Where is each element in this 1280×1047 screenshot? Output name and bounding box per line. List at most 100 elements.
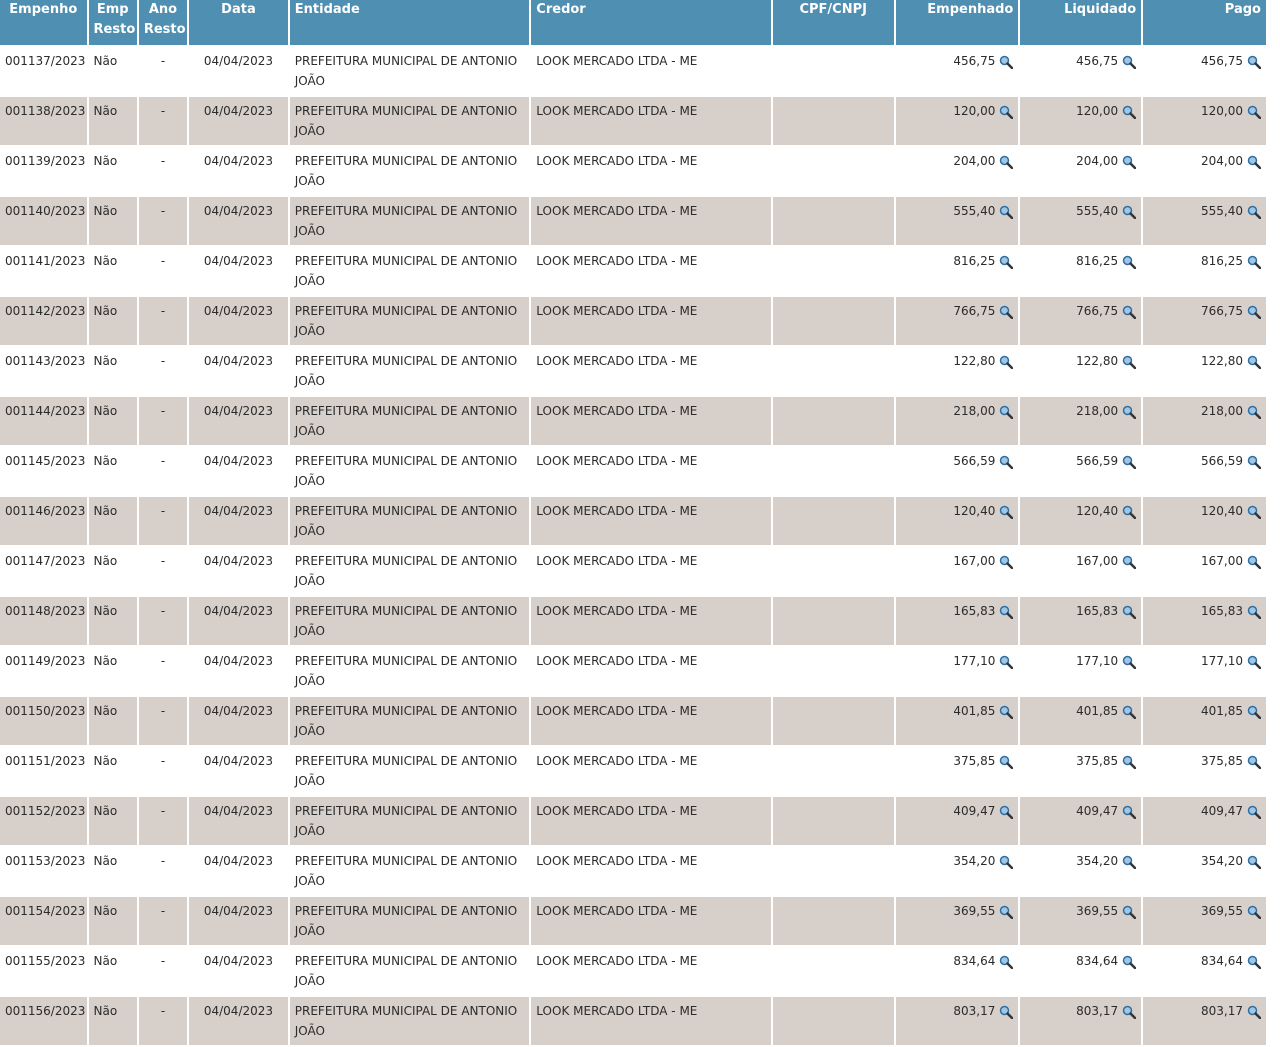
header-credor[interactable]: Credor bbox=[531, 0, 771, 47]
magnifier-icon[interactable] bbox=[1122, 905, 1137, 920]
header-empenho[interactable]: Empenho bbox=[0, 0, 87, 47]
table-row[interactable]: 001145/2023 Não - 04/04/2023 PREFEITURA … bbox=[0, 447, 1266, 497]
table-row[interactable]: 001149/2023 Não - 04/04/2023 PREFEITURA … bbox=[0, 647, 1266, 697]
cell-ano-resto: - bbox=[138, 497, 188, 547]
magnifier-icon[interactable] bbox=[1122, 455, 1137, 470]
magnifier-icon[interactable] bbox=[1122, 655, 1137, 670]
table-row[interactable]: 001139/2023 Não - 04/04/2023 PREFEITURA … bbox=[0, 147, 1266, 197]
magnifier-icon[interactable] bbox=[1247, 355, 1262, 370]
magnifier-icon[interactable] bbox=[999, 755, 1014, 770]
magnifier-icon[interactable] bbox=[999, 305, 1014, 320]
table-row[interactable]: 001153/2023 Não - 04/04/2023 PREFEITURA … bbox=[0, 847, 1266, 897]
magnifier-icon[interactable] bbox=[1122, 305, 1137, 320]
magnifier-icon[interactable] bbox=[1122, 755, 1137, 770]
header-entidade[interactable]: Entidade bbox=[289, 0, 530, 47]
magnifier-icon[interactable] bbox=[1247, 455, 1262, 470]
magnifier-icon[interactable] bbox=[1122, 205, 1137, 220]
magnifier-icon[interactable] bbox=[999, 905, 1014, 920]
magnifier-icon[interactable] bbox=[1247, 1005, 1262, 1020]
table-row[interactable]: 001152/2023 Não - 04/04/2023 PREFEITURA … bbox=[0, 797, 1266, 847]
magnifier-icon[interactable] bbox=[1247, 755, 1262, 770]
magnifier-icon[interactable] bbox=[1247, 255, 1262, 270]
magnifier-icon[interactable] bbox=[1122, 505, 1137, 520]
cell-empenhado: 167,00 bbox=[895, 547, 1019, 597]
magnifier-icon[interactable] bbox=[1122, 955, 1137, 970]
magnifier-icon[interactable] bbox=[1122, 355, 1137, 370]
magnifier-icon[interactable] bbox=[999, 205, 1014, 220]
cell-emp-resto: Não bbox=[88, 197, 137, 247]
magnifier-icon[interactable] bbox=[1247, 205, 1262, 220]
table-row[interactable]: 001144/2023 Não - 04/04/2023 PREFEITURA … bbox=[0, 397, 1266, 447]
header-pago[interactable]: Pago bbox=[1143, 0, 1266, 47]
magnifier-icon[interactable] bbox=[999, 855, 1014, 870]
magnifier-icon[interactable] bbox=[1122, 1005, 1137, 1020]
magnifier-icon[interactable] bbox=[999, 405, 1014, 420]
magnifier-icon[interactable] bbox=[999, 705, 1014, 720]
magnifier-icon[interactable] bbox=[1247, 955, 1262, 970]
magnifier-icon[interactable] bbox=[1247, 505, 1262, 520]
value-empenhado: 834,64 bbox=[953, 954, 996, 968]
table-row[interactable]: 001151/2023 Não - 04/04/2023 PREFEITURA … bbox=[0, 747, 1266, 797]
magnifier-icon[interactable] bbox=[999, 505, 1014, 520]
magnifier-icon[interactable] bbox=[999, 655, 1014, 670]
header-empenhado[interactable]: Empenhado bbox=[895, 0, 1019, 47]
header-liquidado[interactable]: Liquidado bbox=[1020, 0, 1142, 47]
magnifier-icon[interactable] bbox=[1247, 855, 1262, 870]
table-row[interactable]: 001138/2023 Não - 04/04/2023 PREFEITURA … bbox=[0, 97, 1266, 147]
magnifier-icon[interactable] bbox=[999, 255, 1014, 270]
magnifier-icon[interactable] bbox=[1247, 305, 1262, 320]
cell-empenho: 001139/2023 bbox=[0, 147, 87, 197]
magnifier-icon[interactable] bbox=[1247, 555, 1262, 570]
magnifier-icon[interactable] bbox=[999, 455, 1014, 470]
magnifier-icon[interactable] bbox=[1122, 255, 1137, 270]
magnifier-icon[interactable] bbox=[999, 555, 1014, 570]
table-row[interactable]: 001143/2023 Não - 04/04/2023 PREFEITURA … bbox=[0, 347, 1266, 397]
magnifier-icon[interactable] bbox=[1122, 55, 1137, 70]
magnifier-icon[interactable] bbox=[999, 1005, 1014, 1020]
magnifier-icon[interactable] bbox=[1122, 855, 1137, 870]
value-liquidado: 566,59 bbox=[1076, 454, 1119, 468]
magnifier-icon[interactable] bbox=[999, 155, 1014, 170]
magnifier-icon[interactable] bbox=[999, 355, 1014, 370]
cell-credor: LOOK MERCADO LTDA - ME bbox=[531, 197, 771, 247]
magnifier-icon[interactable] bbox=[1122, 105, 1137, 120]
cell-cpf-cnpj bbox=[772, 447, 894, 497]
magnifier-icon[interactable] bbox=[1247, 905, 1262, 920]
header-emp-resto[interactable]: Emp Resto bbox=[88, 0, 137, 47]
magnifier-icon[interactable] bbox=[1122, 805, 1137, 820]
header-cpf-cnpj[interactable]: CPF/CNPJ bbox=[772, 0, 894, 47]
cell-liquidado: 218,00 bbox=[1020, 397, 1142, 447]
table-row[interactable]: 001140/2023 Não - 04/04/2023 PREFEITURA … bbox=[0, 197, 1266, 247]
table-row[interactable]: 001150/2023 Não - 04/04/2023 PREFEITURA … bbox=[0, 697, 1266, 747]
magnifier-icon[interactable] bbox=[1247, 805, 1262, 820]
magnifier-icon[interactable] bbox=[1122, 155, 1137, 170]
magnifier-icon[interactable] bbox=[1247, 605, 1262, 620]
magnifier-icon[interactable] bbox=[1247, 405, 1262, 420]
table-row[interactable]: 001146/2023 Não - 04/04/2023 PREFEITURA … bbox=[0, 497, 1266, 547]
table-row[interactable]: 001142/2023 Não - 04/04/2023 PREFEITURA … bbox=[0, 297, 1266, 347]
value-pago: 167,00 bbox=[1201, 554, 1243, 568]
table-row[interactable]: 001155/2023 Não - 04/04/2023 PREFEITURA … bbox=[0, 947, 1266, 997]
magnifier-icon[interactable] bbox=[1122, 555, 1137, 570]
magnifier-icon[interactable] bbox=[1247, 105, 1262, 120]
header-ano-resto[interactable]: Ano Resto bbox=[138, 0, 188, 47]
magnifier-icon[interactable] bbox=[999, 805, 1014, 820]
magnifier-icon[interactable] bbox=[999, 55, 1014, 70]
table-row[interactable]: 001156/2023 Não - 04/04/2023 PREFEITURA … bbox=[0, 997, 1266, 1047]
table-row[interactable]: 001148/2023 Não - 04/04/2023 PREFEITURA … bbox=[0, 597, 1266, 647]
table-row[interactable]: 001154/2023 Não - 04/04/2023 PREFEITURA … bbox=[0, 897, 1266, 947]
table-row[interactable]: 001137/2023 Não - 04/04/2023 PREFEITURA … bbox=[0, 47, 1266, 97]
magnifier-icon[interactable] bbox=[999, 955, 1014, 970]
magnifier-icon[interactable] bbox=[1247, 655, 1262, 670]
magnifier-icon[interactable] bbox=[1247, 55, 1262, 70]
magnifier-icon[interactable] bbox=[1247, 705, 1262, 720]
table-row[interactable]: 001147/2023 Não - 04/04/2023 PREFEITURA … bbox=[0, 547, 1266, 597]
magnifier-icon[interactable] bbox=[1122, 705, 1137, 720]
magnifier-icon[interactable] bbox=[999, 605, 1014, 620]
magnifier-icon[interactable] bbox=[1122, 605, 1137, 620]
magnifier-icon[interactable] bbox=[1247, 155, 1262, 170]
table-row[interactable]: 001141/2023 Não - 04/04/2023 PREFEITURA … bbox=[0, 247, 1266, 297]
magnifier-icon[interactable] bbox=[1122, 405, 1137, 420]
magnifier-icon[interactable] bbox=[999, 105, 1014, 120]
header-data[interactable]: Data bbox=[189, 0, 288, 47]
